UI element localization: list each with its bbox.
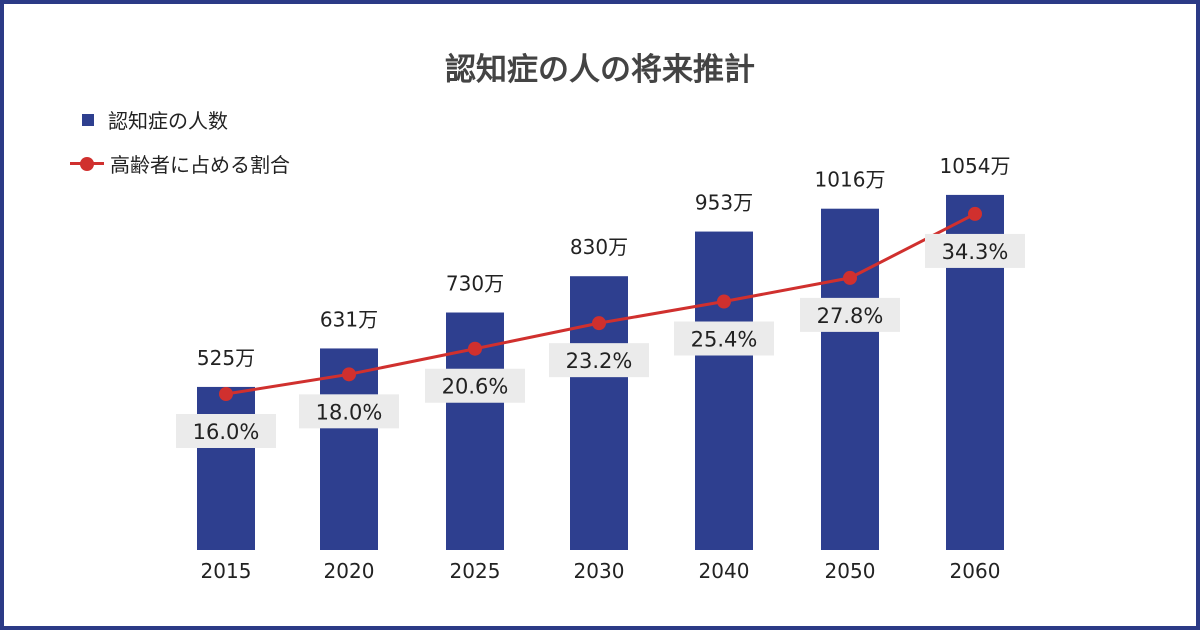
ratio-point <box>717 294 731 309</box>
ratio-value-label: 18.0% <box>316 400 383 424</box>
x-tick-label: 2050 <box>825 559 876 583</box>
x-tick-label: 2025 <box>450 559 501 583</box>
ratio-point <box>342 367 356 382</box>
x-tick-label: 2040 <box>699 559 750 583</box>
legend-square-icon <box>82 113 94 126</box>
ratio-point <box>968 206 982 221</box>
bar <box>320 348 378 550</box>
ratio-value-label: 20.6% <box>442 375 509 399</box>
bar-value-label: 1016万 <box>815 168 886 192</box>
ratio-label-bg <box>925 233 1025 268</box>
legend-item-bar: 認知症の人数 <box>72 105 228 134</box>
ratio-value-label: 34.3% <box>942 240 1009 264</box>
ratio-point <box>468 341 482 356</box>
bar <box>197 386 255 550</box>
ratio-point <box>592 316 606 331</box>
ratio-value-label: 25.4% <box>691 328 758 352</box>
ratio-point <box>219 387 233 401</box>
ratio-value-label: 27.8% <box>817 304 884 328</box>
ratio-label-bg <box>549 343 649 378</box>
ratio-label-bg <box>674 321 774 356</box>
x-tick-label: 2015 <box>201 559 252 583</box>
ratio-value-label: 23.2% <box>566 349 633 373</box>
bar <box>695 231 753 550</box>
ratio-label-bg <box>176 414 276 448</box>
x-tick-label: 2060 <box>950 559 1001 583</box>
bar-value-label: 830万 <box>570 235 628 259</box>
bar-value-label: 525万 <box>197 346 255 370</box>
chart-title: 認知症の人の将来推計 <box>445 52 755 88</box>
ratio-label-bg <box>800 297 900 332</box>
bar <box>821 208 879 550</box>
bar-value-label: 730万 <box>446 272 504 296</box>
bar-value-label: 953万 <box>695 191 753 215</box>
ratio-value-label: 16.0% <box>193 420 260 444</box>
ratio-label-bg <box>425 368 525 403</box>
bar-value-label: 1054万 <box>940 154 1011 178</box>
ratio-label-bg <box>299 394 399 429</box>
legend-line-dot-icon <box>70 156 104 171</box>
legend-item-line: 高齢者に占める割合 <box>70 149 290 178</box>
x-tick-label: 2020 <box>324 559 375 583</box>
legend-label: 高齢者に占める割合 <box>110 153 290 177</box>
ratio-point <box>843 270 857 285</box>
bar-value-label: 631万 <box>320 307 378 331</box>
x-tick-label: 2030 <box>574 559 625 583</box>
legend-label: 認知症の人数 <box>108 109 228 133</box>
